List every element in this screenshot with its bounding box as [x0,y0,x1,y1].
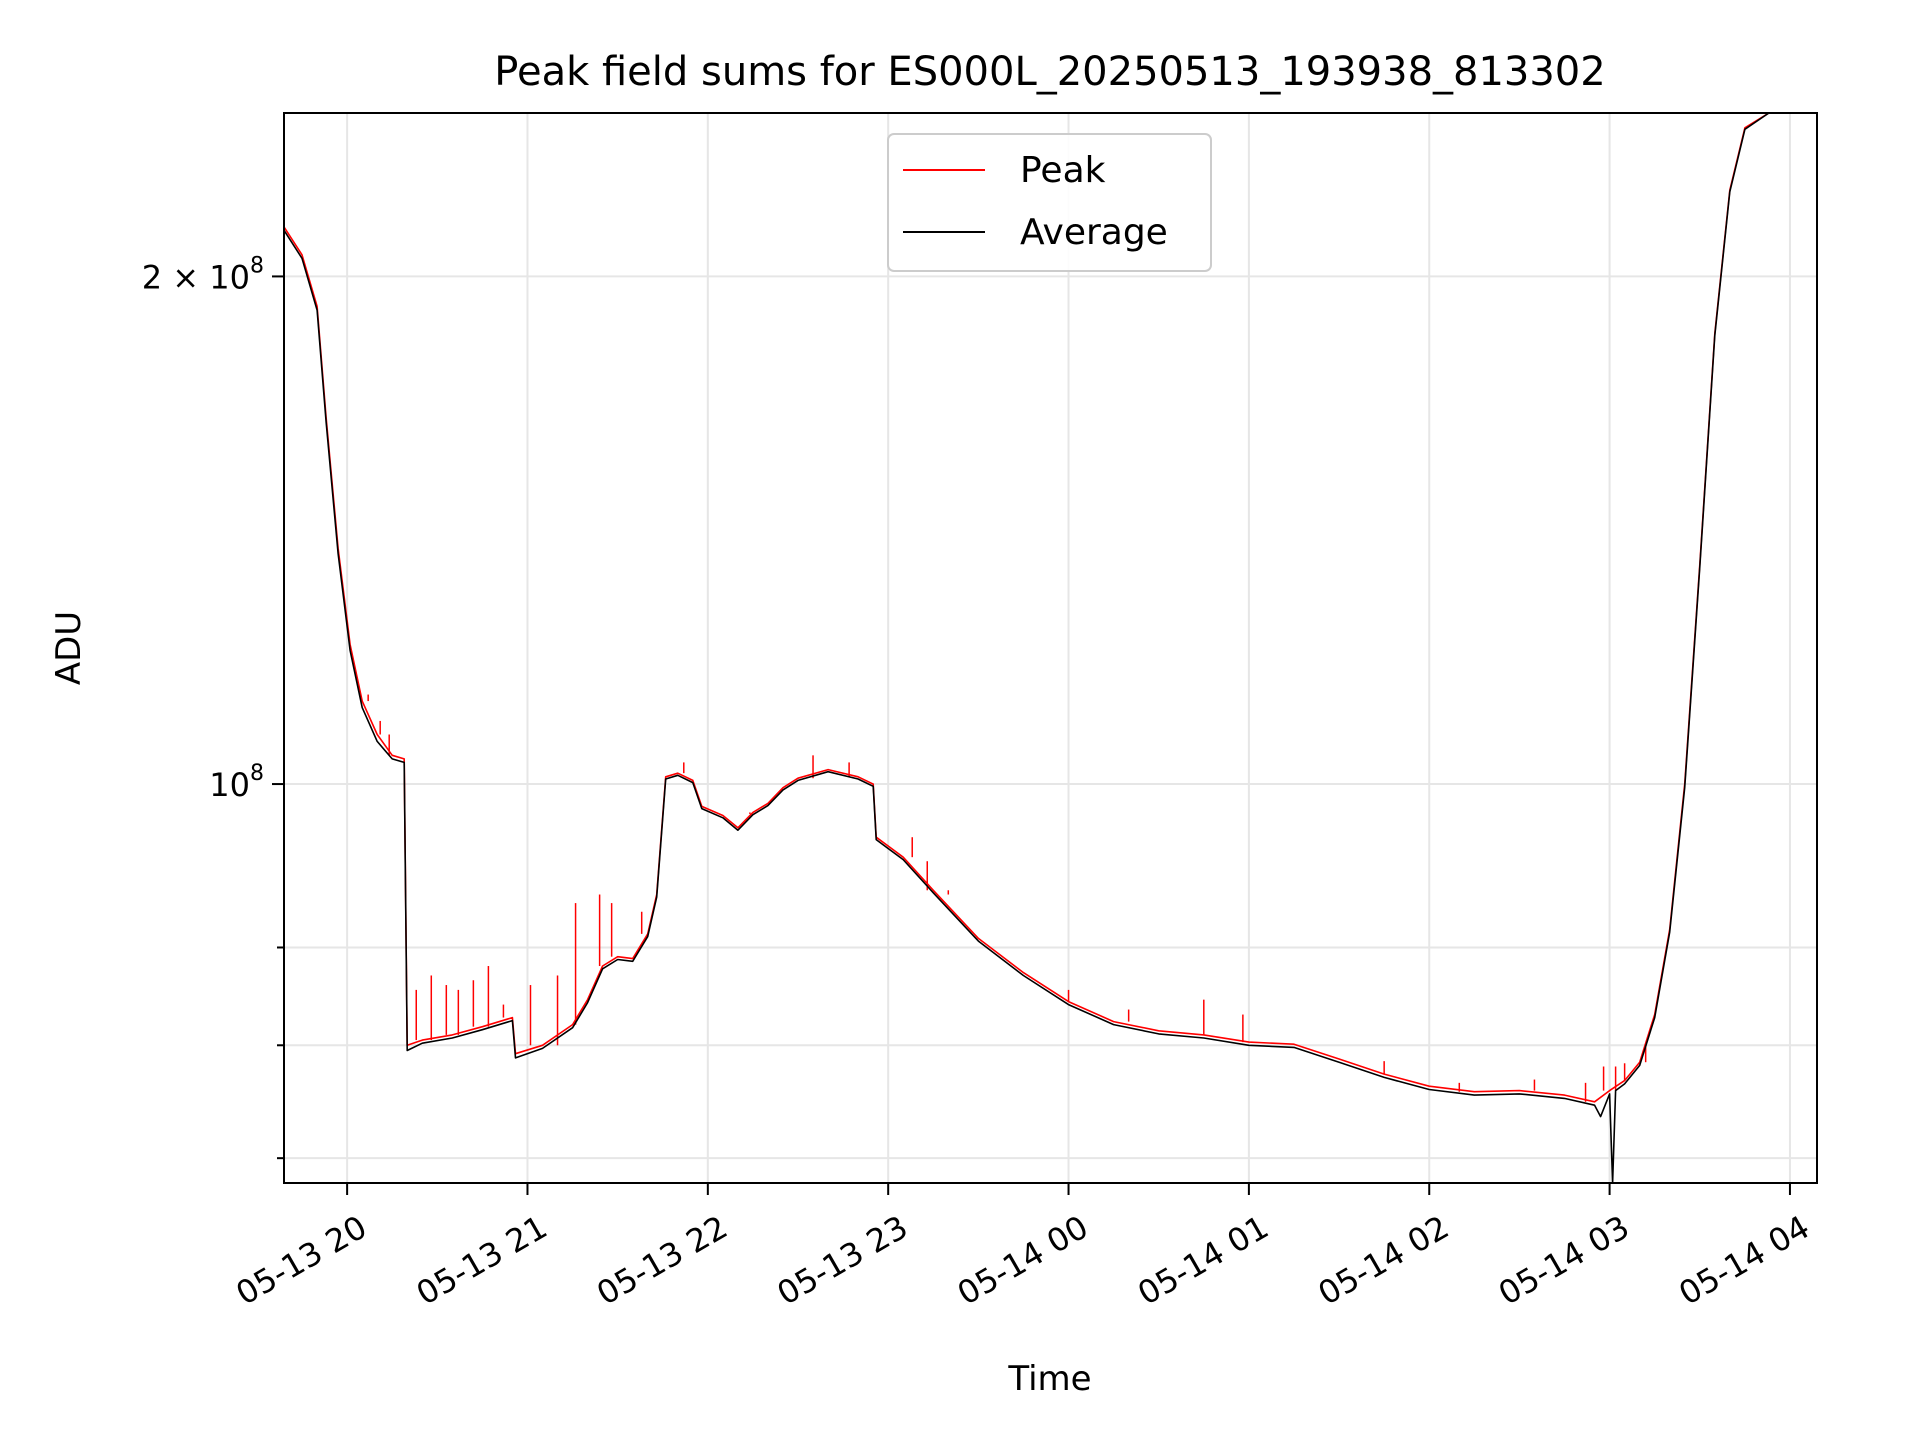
y-tick-label: 2 × 108 [142,253,264,296]
y-axis-label: ADU [49,611,89,685]
plot-lines [284,113,1770,1183]
y-tick-label: 108 [209,761,264,804]
chart-title: Peak field sums for ES000L_20250513_1939… [494,49,1605,95]
legend-peak-label: Peak [1020,150,1106,191]
grid [284,113,1817,1183]
legend-average-label: Average [1020,212,1168,253]
legend-box [887,133,1212,272]
series-line-peak [284,113,1770,1103]
series-line-average [284,113,1770,1183]
legend: Peak Average [887,133,1212,272]
x-axis-label: Time [1007,1359,1091,1399]
y-axis-ticks: 2 × 108 108 [142,253,284,1160]
plot-frame [283,112,1818,1184]
